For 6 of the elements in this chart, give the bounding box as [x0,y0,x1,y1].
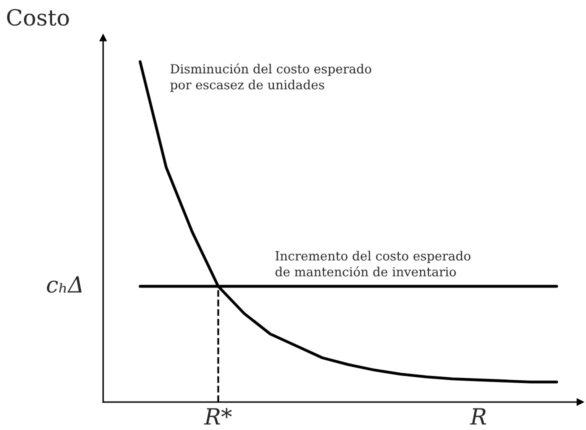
ref-line-label: cₕΔ [46,276,82,293]
annotation: Disminución del costo esperado por escasez de unidades [170,63,372,92]
y-axis-title: Costo [7,8,69,26]
annotation: Incremento del costo esperado de mantención de inventario [275,250,470,276]
x-tick-label: R [470,408,486,424]
x-tick-label: R* [204,408,232,424]
